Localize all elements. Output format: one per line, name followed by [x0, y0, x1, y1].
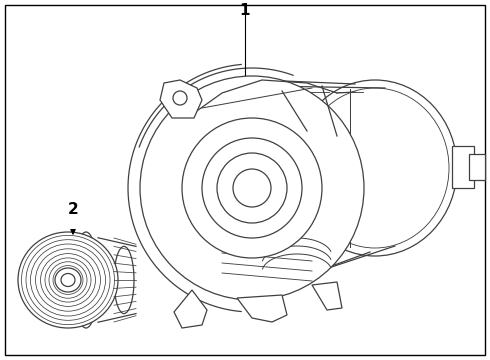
Ellipse shape	[233, 169, 271, 207]
Ellipse shape	[61, 274, 75, 287]
Text: 1: 1	[240, 3, 250, 18]
Bar	[452, 146, 474, 188]
Text: 2: 2	[68, 202, 78, 217]
Ellipse shape	[202, 138, 302, 238]
Ellipse shape	[182, 118, 322, 258]
Bar	[469, 154, 485, 180]
Ellipse shape	[74, 232, 98, 328]
Ellipse shape	[217, 153, 287, 223]
Circle shape	[173, 91, 187, 105]
Polygon shape	[160, 80, 202, 118]
Polygon shape	[312, 282, 342, 310]
Ellipse shape	[18, 232, 118, 328]
Polygon shape	[174, 290, 207, 328]
Ellipse shape	[293, 80, 457, 256]
Ellipse shape	[140, 76, 364, 300]
Polygon shape	[237, 295, 287, 322]
Ellipse shape	[114, 246, 134, 314]
Ellipse shape	[55, 268, 81, 292]
